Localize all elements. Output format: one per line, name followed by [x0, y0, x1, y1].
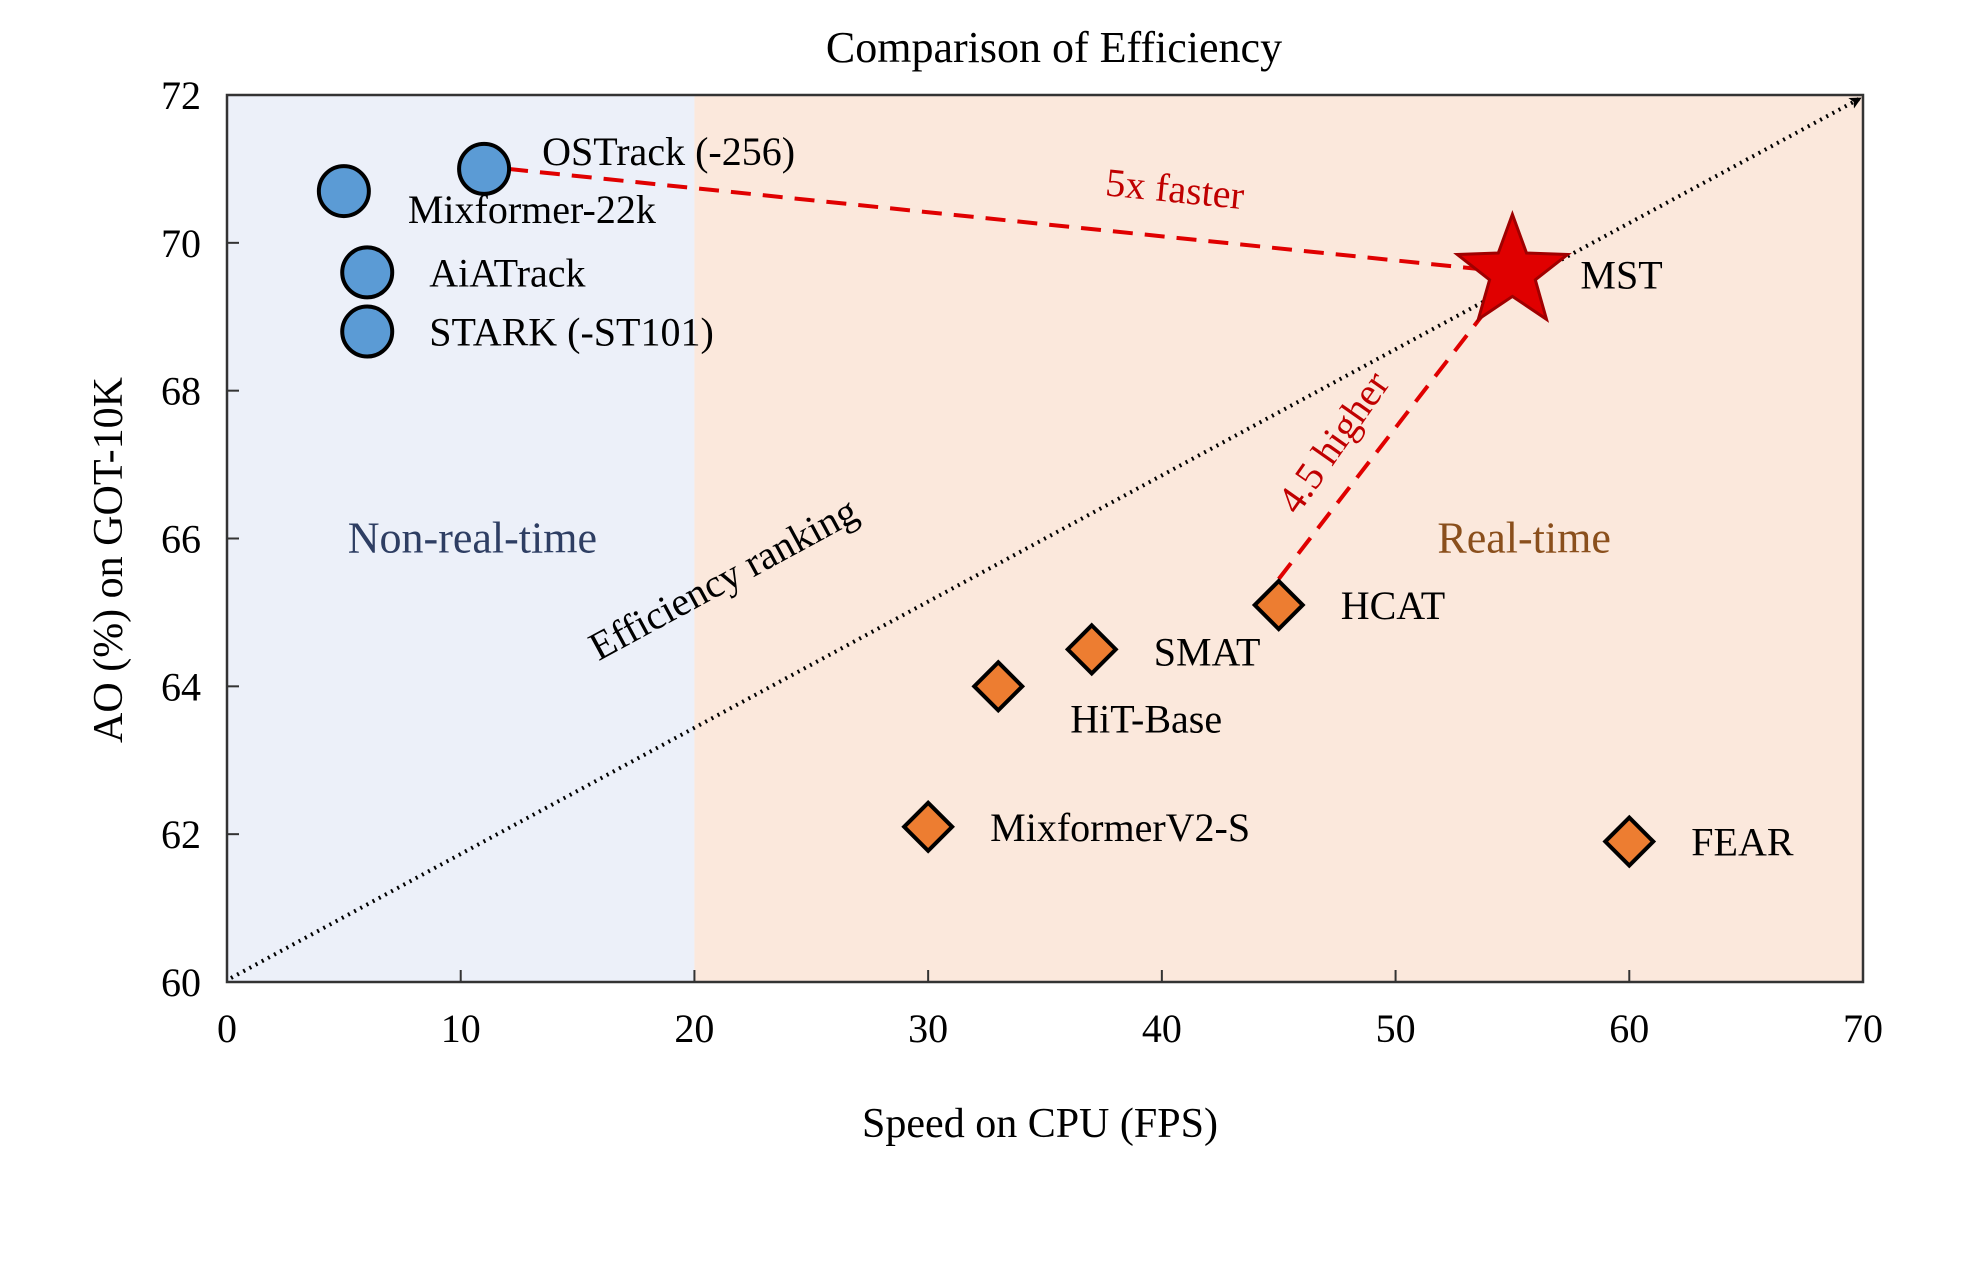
y-tick-label: 68 [161, 369, 201, 414]
x-tick-label: 50 [1376, 1006, 1416, 1051]
y-tick-label: 60 [161, 960, 201, 1005]
y-axis-label: AO (%) on GOT-10K [86, 377, 132, 743]
point-mixformer-22k [316, 164, 371, 219]
x-axis-label: Speed on CPU (FPS) [862, 1101, 1218, 1147]
x-tick-label: 10 [441, 1006, 481, 1051]
x-tick-label: 20 [674, 1006, 714, 1051]
point-fear [1602, 814, 1657, 869]
point-ostrack-256 [457, 141, 512, 196]
region-non-real-time [227, 95, 695, 982]
region-real-time [694, 95, 1863, 982]
point-hcat-label: HCAT [1341, 583, 1445, 628]
y-tick-label: 72 [161, 73, 201, 118]
y-tick-label: 62 [161, 812, 201, 857]
point-smat [1064, 622, 1119, 677]
point-aiatrack-label: AiATrack [429, 250, 585, 295]
point-aiatrack [340, 245, 395, 300]
x-tick-label: 70 [1843, 1006, 1883, 1051]
point-stark-st101 [340, 304, 395, 359]
x-tick-label: 40 [1142, 1006, 1182, 1051]
chart-title: Comparison of Efficiency [826, 23, 1282, 72]
x-tick-label: 30 [908, 1006, 948, 1051]
y-tick-label: 70 [161, 221, 201, 266]
x-tick-label: 0 [217, 1006, 237, 1051]
region-label-non-real-time: Non-real-time [348, 514, 597, 563]
y-tick-label: 66 [161, 517, 201, 562]
region-label-real-time: Real-time [1437, 514, 1611, 563]
point-stark-st101-label: STARK (-ST101) [429, 310, 714, 355]
point-hit-base [971, 659, 1026, 714]
point-hit-base-label: HiT-Base [1070, 696, 1222, 741]
point-ostrack-256-label: OSTrack (-256) [542, 129, 795, 174]
y-tick-label: 64 [161, 664, 201, 709]
higher-line [1277, 293, 1501, 581]
x-tick-label: 60 [1609, 1006, 1649, 1051]
point-mixformer-22k-label: Mixformer-22k [408, 187, 656, 232]
point-mst-label: MST [1580, 252, 1662, 297]
point-fear-label: FEAR [1691, 820, 1794, 865]
point-mixformerv2-s [901, 799, 955, 854]
point-mst [1453, 210, 1572, 323]
efficiency-ranking-line [230, 97, 1862, 980]
faster-line [507, 166, 1493, 273]
point-hcat [1251, 578, 1306, 632]
point-mixformerv2-s-label: MixformerV2-S [990, 805, 1250, 850]
point-smat-label: SMAT [1154, 629, 1261, 674]
